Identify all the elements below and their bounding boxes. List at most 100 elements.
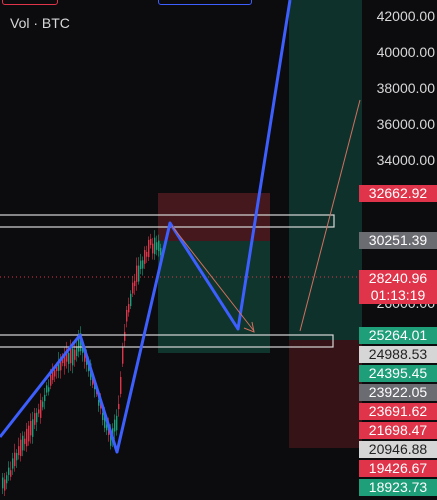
price-tag-value: 25264.01 — [368, 327, 428, 343]
price-tag: 21698.47 — [359, 422, 437, 439]
candle-body — [38, 409, 40, 414]
candle-body — [106, 424, 108, 431]
candle-body — [46, 385, 48, 393]
candle-body — [116, 415, 118, 431]
candle-body — [58, 360, 60, 371]
candle-body — [44, 394, 46, 402]
candle-body — [14, 452, 16, 467]
candle-body — [50, 374, 52, 386]
candle-body — [12, 458, 14, 469]
candle-body — [132, 282, 134, 294]
price-tag: 24395.45 — [359, 365, 437, 382]
candle-body — [86, 357, 88, 366]
price-tag-value: 19426.67 — [368, 460, 428, 476]
candle-body — [32, 419, 34, 437]
price-axis-tick: 34000.00 — [376, 151, 435, 168]
candle-body — [152, 243, 154, 254]
price-tag: 25264.01 — [359, 327, 437, 344]
candle-body — [94, 384, 96, 390]
candle-body — [18, 446, 20, 456]
long-position-target-zone[interactable] — [289, 0, 362, 340]
price-tag: 19426.67 — [359, 460, 437, 477]
candle-body — [128, 304, 130, 313]
candle-body — [124, 331, 126, 341]
price-tag-value: 18923.73 — [368, 479, 428, 495]
price-tag: 24988.53 — [359, 346, 437, 363]
candle-body — [136, 265, 138, 282]
price-tag: 23922.05 — [359, 384, 437, 401]
candle-body — [130, 293, 132, 307]
price-tag-value: 21698.47 — [368, 422, 428, 438]
candle-body — [6, 475, 8, 484]
price-tag-value: 28240.96 — [368, 270, 428, 286]
candle-body — [20, 439, 22, 457]
candle-body — [66, 350, 68, 362]
short-position-target-zone[interactable] — [158, 241, 270, 353]
candle-body — [76, 346, 78, 356]
candle-body — [98, 399, 100, 406]
price-axis-tick: 40000.00 — [376, 43, 435, 60]
price-tag-value: 23691.62 — [368, 403, 428, 419]
candle-body — [142, 260, 144, 269]
candle-body — [156, 242, 158, 250]
candle-body — [134, 280, 136, 287]
price-axis-tick: 42000.00 — [376, 8, 435, 24]
support-zone-rectangle[interactable] — [0, 334, 334, 348]
top-tab-center — [158, 0, 252, 5]
candle-body — [82, 346, 84, 353]
candle-body — [154, 237, 156, 255]
price-tag: 28240.96 01:13:19 — [359, 270, 437, 304]
candle-body — [122, 347, 124, 364]
candle-body — [126, 309, 128, 322]
candle-body — [92, 377, 94, 385]
candle-body — [16, 453, 18, 461]
price-tag-value: 24395.45 — [368, 365, 428, 381]
price-tag-value: 20946.88 — [368, 441, 428, 457]
candle-body — [54, 370, 56, 377]
candle-body — [4, 479, 6, 491]
price-tag-value: 23922.05 — [368, 384, 428, 400]
candle-body — [8, 467, 10, 475]
candle-body — [158, 240, 160, 252]
long-position-stop-zone[interactable] — [289, 340, 362, 448]
candle-body — [138, 265, 140, 282]
candle-body — [140, 260, 142, 270]
price-axis-tick: 38000.00 — [376, 79, 435, 96]
candle-body — [42, 401, 44, 408]
candle-body — [102, 412, 104, 421]
price-tag: 18923.73 — [359, 479, 437, 496]
price-tag: 32662.92 — [359, 185, 437, 202]
candle-body — [64, 353, 66, 367]
volume-indicator-label[interactable]: Vol · BTC — [10, 15, 70, 31]
top-tab-left — [2, 0, 58, 5]
candle-body — [70, 346, 72, 364]
candle-body — [68, 352, 70, 364]
zigzag-projection-line[interactable] — [0, 0, 292, 454]
candle-body — [104, 410, 106, 428]
candle-body — [28, 425, 30, 442]
price-tag: 30251.39 — [359, 232, 437, 249]
projection-arrow-up[interactable] — [299, 99, 361, 332]
price-tag-countdown: 01:13:19 — [370, 287, 426, 303]
candle-body — [150, 238, 152, 245]
candle-body — [52, 371, 54, 381]
candle-body — [48, 387, 50, 392]
price-tag: 20946.88 — [359, 441, 437, 458]
candle-body — [80, 333, 82, 352]
price-tag-value: 30251.39 — [368, 232, 428, 248]
candle-body — [160, 247, 162, 256]
candle-body — [114, 419, 116, 432]
candle-body — [56, 365, 58, 372]
arrow-head-down-icon — [243, 321, 255, 333]
candle-body — [110, 430, 112, 446]
projection-arrow-down[interactable] — [171, 225, 255, 332]
candle-body — [72, 348, 74, 366]
resistance-zone-rectangle[interactable] — [0, 214, 335, 228]
price-axis-tick: 36000.00 — [376, 115, 435, 132]
candle-body — [34, 413, 36, 425]
candle-body — [120, 376, 122, 394]
candle-body — [78, 335, 80, 352]
candle-body — [144, 250, 146, 264]
candle-body — [74, 349, 76, 360]
